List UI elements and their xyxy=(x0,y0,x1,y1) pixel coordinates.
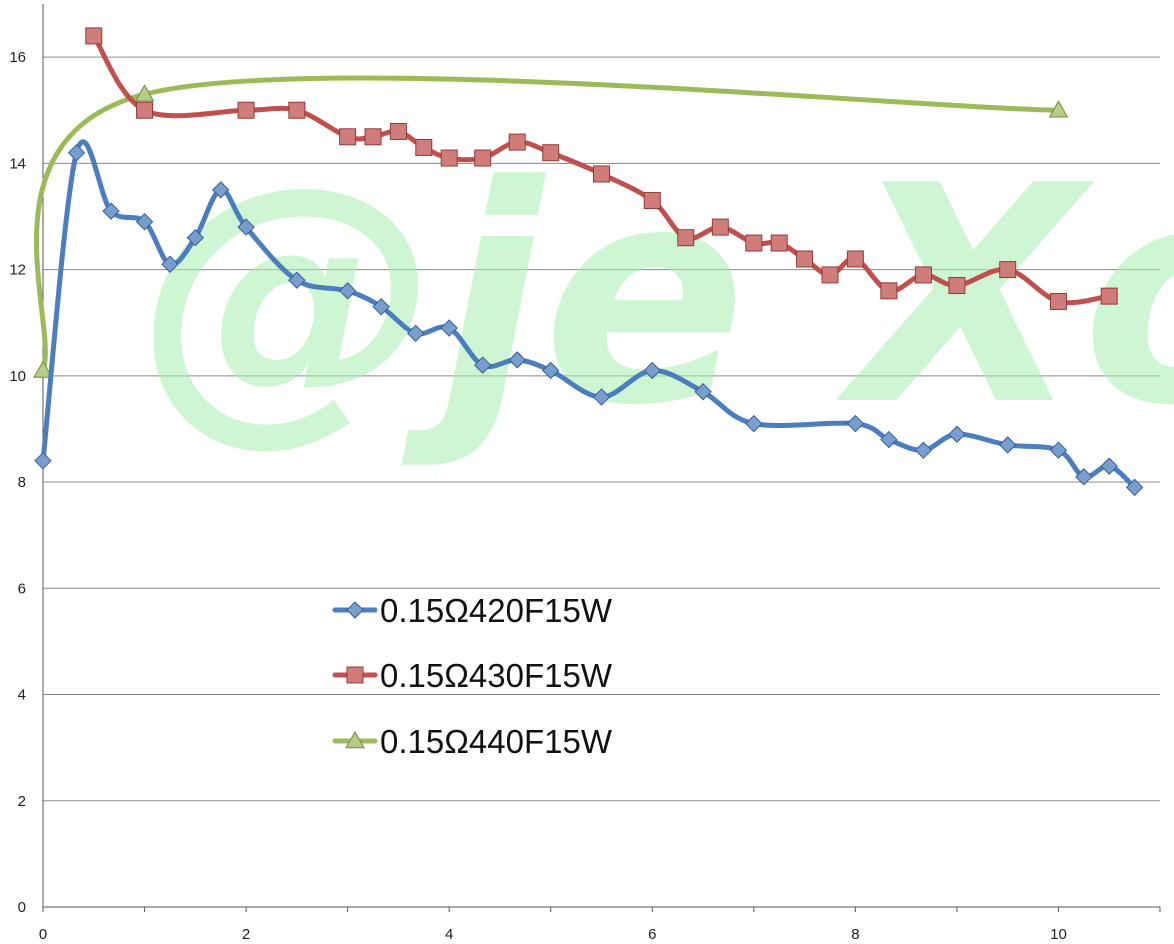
y-tick-label: 14 xyxy=(9,155,26,172)
data-point-square xyxy=(745,234,763,252)
data-point-triangle xyxy=(1048,100,1069,118)
data-point-diamond xyxy=(440,319,458,337)
data-point-diamond xyxy=(643,361,661,380)
watermark: @je Xo xyxy=(140,122,1174,471)
data-point-diamond xyxy=(914,441,933,459)
data-point-square xyxy=(288,101,306,119)
data-point-square xyxy=(136,101,154,119)
data-point-diamond xyxy=(135,213,154,231)
x-tick-label: 2 xyxy=(242,926,250,943)
legend-label: 0.15Ω420F15W xyxy=(380,592,613,629)
data-point-square xyxy=(440,149,458,167)
data-point-diamond xyxy=(880,430,898,449)
series-3 xyxy=(33,75,1069,378)
data-point-diamond xyxy=(1100,457,1118,475)
x-tick-label: 4 xyxy=(445,926,453,943)
data-point-triangle xyxy=(33,360,53,378)
data-point-square xyxy=(339,128,357,146)
legend-label: 0.15Ω430F15W xyxy=(380,657,613,694)
data-point-diamond xyxy=(372,298,390,316)
data-point-diamond xyxy=(34,452,52,470)
data-point-square xyxy=(846,250,864,268)
data-point-square xyxy=(474,149,492,167)
data-point-diamond xyxy=(1125,478,1144,497)
series-line xyxy=(33,75,1061,374)
data-point-diamond xyxy=(1049,441,1068,459)
data-point-square xyxy=(389,122,407,140)
data-point-triangle xyxy=(134,84,155,102)
data-point-diamond xyxy=(694,383,712,401)
data-point-square xyxy=(643,192,661,210)
series-2 xyxy=(85,27,1118,310)
data-point-square xyxy=(677,229,695,247)
data-point-diamond xyxy=(406,324,425,343)
series-1 xyxy=(34,139,1144,497)
data-point-diamond xyxy=(846,414,865,433)
data-point-square xyxy=(770,234,788,252)
data-point-diamond xyxy=(161,255,179,273)
y-tick-label: 6 xyxy=(18,580,26,597)
data-point-diamond xyxy=(1075,468,1093,486)
y-tick-label: 2 xyxy=(18,793,26,810)
watermark-text: @je Xo xyxy=(140,122,1174,471)
legend-marker-square xyxy=(346,666,364,684)
data-point-diamond xyxy=(508,351,526,369)
data-point-square xyxy=(1100,287,1118,305)
tick-labels: 0 2 4 6 8 10 12 14 16 0 2 4 6 8 10 xyxy=(9,49,1066,943)
x-tick-label: 10 xyxy=(1050,926,1067,943)
legend-item: 0.15Ω440F15W xyxy=(332,723,613,760)
data-point-square xyxy=(415,138,433,156)
data-point-diamond xyxy=(473,356,492,374)
data-point-square xyxy=(796,250,814,268)
data-point-diamond xyxy=(237,218,255,236)
x-tick-label: 6 xyxy=(648,926,656,943)
data-point-diamond xyxy=(998,436,1017,454)
data-point-square xyxy=(948,277,966,295)
data-point-square xyxy=(364,128,382,146)
x-tick-label: 8 xyxy=(851,926,859,943)
data-point-diamond xyxy=(338,282,357,300)
y-tick-label: 4 xyxy=(18,687,26,704)
legend-item: 0.15Ω420F15W xyxy=(332,592,613,629)
data-point-diamond xyxy=(186,229,205,247)
x-tick-label: 0 xyxy=(39,926,47,943)
data-point-square xyxy=(1049,292,1067,310)
data-point-square xyxy=(821,266,839,284)
legend: 0.15Ω420F15W 0.15Ω430F15W 0.15Ω440F15W xyxy=(332,592,613,760)
data-point-square xyxy=(914,266,932,284)
y-tick-label: 8 xyxy=(18,474,26,491)
grid-lines xyxy=(43,56,1160,802)
data-point-square xyxy=(542,144,560,162)
y-tick-label: 16 xyxy=(9,49,26,66)
data-point-square xyxy=(999,261,1017,279)
data-point-square xyxy=(711,218,729,236)
data-point-square xyxy=(593,165,610,183)
legend-label: 0.15Ω440F15W xyxy=(380,723,613,760)
y-tick-label: 12 xyxy=(9,262,26,279)
data-point-diamond xyxy=(745,414,763,433)
data-point-square xyxy=(85,27,103,45)
legend-marker-diamond xyxy=(346,601,364,619)
data-point-square xyxy=(508,133,526,151)
data-point-diamond xyxy=(542,361,560,380)
y-tick-label: 10 xyxy=(9,368,26,385)
data-point-diamond xyxy=(288,271,306,289)
series-layer xyxy=(33,27,1144,497)
data-point-square xyxy=(880,282,898,300)
legend-marker-triangle xyxy=(345,730,365,749)
data-point-square xyxy=(237,101,255,119)
data-point-diamond xyxy=(211,181,230,199)
legend-item: 0.15Ω430F15W xyxy=(332,657,613,694)
data-point-diamond xyxy=(592,388,611,406)
data-point-diamond xyxy=(948,425,966,443)
data-point-diamond xyxy=(102,202,120,220)
y-tick-label: 0 xyxy=(18,899,26,916)
data-point-diamond xyxy=(67,144,86,162)
